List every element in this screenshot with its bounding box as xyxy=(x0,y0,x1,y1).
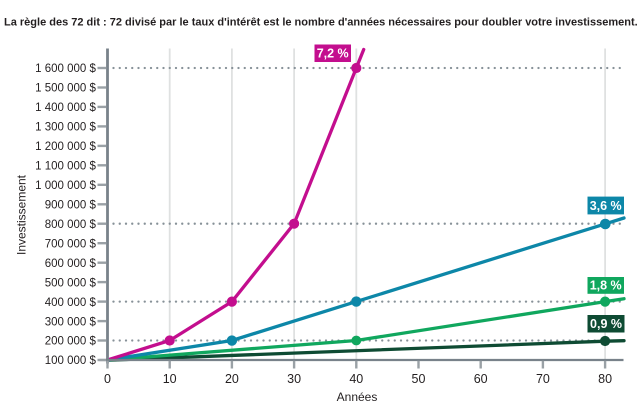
svg-text:40: 40 xyxy=(349,372,363,386)
svg-text:50: 50 xyxy=(412,372,426,386)
svg-text:1 500 000 $: 1 500 000 $ xyxy=(35,83,96,95)
svg-text:700 000 $: 700 000 $ xyxy=(45,238,97,250)
svg-text:20: 20 xyxy=(225,372,239,386)
svg-text:1 300 000 $: 1 300 000 $ xyxy=(35,122,96,134)
svg-text:Investissement: Investissement xyxy=(15,174,29,255)
svg-text:500 000 $: 500 000 $ xyxy=(45,277,97,289)
svg-text:30: 30 xyxy=(287,372,301,386)
svg-text:10: 10 xyxy=(163,372,177,386)
svg-text:80: 80 xyxy=(598,372,612,386)
svg-text:7,2 %: 7,2 % xyxy=(317,47,349,61)
svg-text:60: 60 xyxy=(474,372,488,386)
svg-text:1 200 000 $: 1 200 000 $ xyxy=(35,141,96,153)
svg-text:0: 0 xyxy=(104,372,111,386)
svg-text:800 000 $: 800 000 $ xyxy=(45,219,97,231)
svg-text:300 000 $: 300 000 $ xyxy=(45,316,97,328)
svg-text:1 400 000 $: 1 400 000 $ xyxy=(35,102,96,114)
svg-text:600 000 $: 600 000 $ xyxy=(45,258,97,270)
svg-text:3,6 %: 3,6 % xyxy=(590,199,622,213)
svg-text:70: 70 xyxy=(536,372,550,386)
svg-text:0,9 %: 0,9 % xyxy=(590,317,622,331)
svg-text:1 100 000 $: 1 100 000 $ xyxy=(35,161,96,173)
svg-text:400 000 $: 400 000 $ xyxy=(45,297,97,309)
svg-text:Années: Années xyxy=(337,390,378,404)
svg-text:100 000 $: 100 000 $ xyxy=(45,355,97,367)
svg-text:1 600 000 $: 1 600 000 $ xyxy=(35,63,96,75)
svg-text:200 000 $: 200 000 $ xyxy=(45,336,97,348)
svg-text:La règle des 72 dit : 72 divis: La règle des 72 dit : 72 divisé par le t… xyxy=(4,16,638,28)
svg-text:1,8 %: 1,8 % xyxy=(590,279,622,293)
svg-text:1 000 000 $: 1 000 000 $ xyxy=(35,180,96,192)
svg-text:900 000 $: 900 000 $ xyxy=(45,200,97,212)
